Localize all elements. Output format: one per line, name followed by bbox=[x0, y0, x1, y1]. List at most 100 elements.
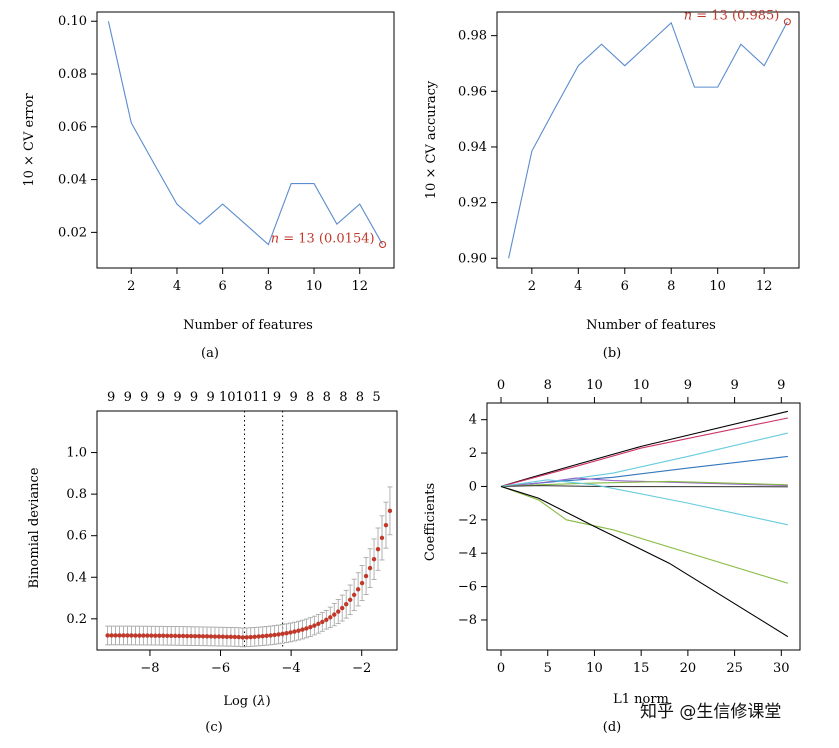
deviance-point bbox=[312, 623, 317, 628]
top-axis-label: 9 bbox=[140, 390, 148, 405]
x-tick-label: 15 bbox=[633, 661, 650, 676]
deviance-point bbox=[284, 630, 289, 636]
y-axis-title: 10 × CV error bbox=[22, 93, 37, 187]
plot-frame bbox=[96, 410, 398, 651]
deviance-point bbox=[153, 633, 158, 638]
deviance-point bbox=[351, 592, 357, 598]
top-axis-label: 9 bbox=[273, 390, 281, 405]
deviance-point bbox=[125, 633, 130, 638]
deviance-point bbox=[363, 573, 369, 579]
deviance-point bbox=[264, 633, 269, 639]
y-axis-title: Coefficients bbox=[423, 483, 438, 561]
deviance-point bbox=[145, 633, 150, 638]
series-line bbox=[508, 21, 788, 259]
series-line bbox=[107, 21, 384, 246]
deviance-point bbox=[228, 634, 234, 640]
top-axis-label: 10 bbox=[633, 378, 650, 393]
y-tick-label: 0.06 bbox=[58, 120, 87, 135]
panel-label: (c) bbox=[205, 720, 222, 735]
x-tick-label: 8 bbox=[264, 279, 272, 294]
y-tick-label: 0.8 bbox=[66, 487, 87, 502]
plot-frame bbox=[486, 402, 801, 651]
top-axis-label: 8 bbox=[356, 390, 364, 405]
deviance-point bbox=[328, 615, 333, 620]
coefficient-path bbox=[500, 417, 788, 487]
deviance-point bbox=[367, 565, 373, 571]
highlight-marker bbox=[783, 18, 791, 26]
top-axis-label: 0 bbox=[497, 378, 505, 393]
deviance-point bbox=[320, 619, 325, 625]
coefficient-path bbox=[500, 485, 789, 638]
deviance-point bbox=[165, 633, 170, 638]
deviance-point bbox=[169, 633, 174, 639]
deviance-point bbox=[304, 626, 309, 631]
coefficient-path bbox=[501, 485, 788, 488]
x-tick-label: 4 bbox=[173, 279, 181, 294]
top-axis-label: 8 bbox=[544, 378, 552, 393]
deviance-point bbox=[316, 621, 321, 627]
x-tick-label: 10 bbox=[306, 279, 323, 294]
deviance-point bbox=[176, 633, 182, 639]
top-axis-label: 9 bbox=[190, 390, 198, 405]
plot-frame bbox=[496, 11, 800, 269]
y-tick-label: 0.98 bbox=[458, 29, 487, 44]
y-tick-label: −8 bbox=[458, 613, 477, 628]
y-tick-label: 1.0 bbox=[66, 446, 87, 461]
y-tick-label: 0.4 bbox=[66, 570, 87, 585]
deviance-point bbox=[149, 633, 154, 638]
y-tick-label: 0.2 bbox=[66, 612, 87, 627]
deviance-point bbox=[252, 634, 257, 639]
top-axis-label: 9 bbox=[107, 390, 115, 405]
deviance-point bbox=[157, 633, 162, 638]
panel-d: 0 5 10 15 20 25 30 −8 −6 −4 −2 0 2 4 0 8 10 10 9 9 9 L1 norm C… bbox=[423, 378, 801, 735]
panel-label: (d) bbox=[603, 720, 621, 735]
y-tick-label: 0.90 bbox=[458, 251, 487, 266]
deviance-point bbox=[300, 627, 305, 632]
deviance-point bbox=[121, 633, 126, 638]
top-axis-label: 9 bbox=[173, 390, 181, 405]
x-axis-title: Number of features bbox=[183, 318, 313, 333]
x-tick-label: 4 bbox=[574, 279, 582, 294]
deviance-point bbox=[248, 634, 253, 640]
deviance-point bbox=[220, 634, 226, 639]
top-axis-label: 9 bbox=[289, 390, 297, 405]
watermark: 知乎 @生信修课堂 bbox=[640, 702, 781, 722]
deviance-point bbox=[240, 635, 245, 640]
deviance-point bbox=[224, 634, 230, 639]
top-axis-label: 11 bbox=[252, 390, 269, 405]
y-tick-label: 2 bbox=[469, 446, 477, 461]
deviance-point bbox=[141, 633, 146, 638]
highlight-label: n = 13 (0.0154) bbox=[271, 232, 375, 247]
deviance-point bbox=[244, 635, 249, 640]
x-tick-label: 6 bbox=[621, 279, 629, 294]
deviance-point bbox=[236, 634, 242, 640]
x-tick-label: −4 bbox=[282, 661, 301, 676]
deviance-point bbox=[204, 634, 210, 639]
x-tick-label: 0 bbox=[497, 661, 505, 676]
top-axis-label: 8 bbox=[323, 390, 331, 405]
deviance-point bbox=[188, 633, 194, 639]
x-tick-label: 2 bbox=[528, 279, 536, 294]
x-axis-title: Log (λ) bbox=[223, 694, 270, 709]
coefficient-path bbox=[500, 479, 788, 526]
coefficient-path bbox=[500, 432, 788, 487]
deviance-point bbox=[359, 580, 365, 586]
deviance-point bbox=[200, 634, 206, 639]
panel-label: (a) bbox=[201, 346, 219, 361]
top-axis-label: 10 bbox=[219, 390, 236, 405]
top-axis-label: 9 bbox=[684, 378, 692, 393]
top-axis-label: 8 bbox=[306, 390, 314, 405]
deviance-point bbox=[280, 631, 285, 637]
x-tick-label: 2 bbox=[127, 279, 135, 294]
deviance-point bbox=[371, 557, 377, 562]
x-tick-label: 8 bbox=[667, 279, 675, 294]
coefficient-path bbox=[500, 477, 788, 487]
panel-label: (b) bbox=[603, 346, 621, 361]
x-tick-label: 6 bbox=[219, 279, 227, 294]
deviance-point bbox=[216, 634, 222, 639]
deviance-point bbox=[184, 633, 190, 639]
top-axis-label: 9 bbox=[124, 390, 132, 405]
top-axis-label: 8 bbox=[339, 390, 347, 405]
deviance-point bbox=[347, 597, 353, 603]
